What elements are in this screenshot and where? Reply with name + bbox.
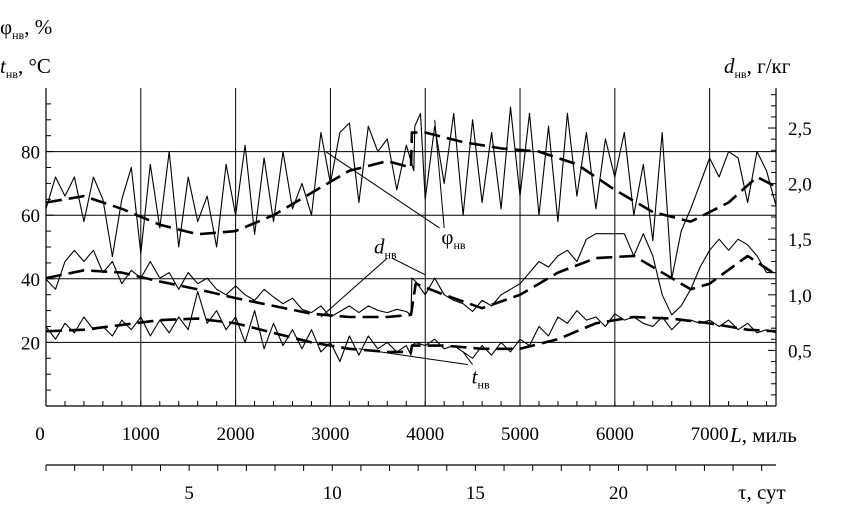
- x-tick-label: 0: [35, 424, 45, 445]
- y-right-tick-label: 1,5: [788, 230, 812, 251]
- time-tick-label: 5: [184, 483, 194, 504]
- x-tick-label: 2000: [217, 424, 255, 445]
- y-right-tick-label: 2,0: [788, 175, 812, 196]
- phi-series-trend: [45, 131, 777, 236]
- x-tick-label: 4000: [406, 424, 444, 445]
- y-right-tick-label: 1,0: [788, 286, 812, 307]
- x-tick-label: 7000: [691, 424, 729, 445]
- t-series-trend: [45, 315, 777, 354]
- phi-leader-line: [325, 151, 440, 229]
- y-left-tick-label: 80: [21, 143, 40, 164]
- x-tick-label: 6000: [596, 424, 634, 445]
- y-right-tick-label: 2,5: [788, 119, 812, 140]
- d-series-measured: [45, 233, 776, 318]
- annotations: φнв dнв tнв: [320, 119, 490, 392]
- y-left-title-t: tнв, °C: [0, 54, 51, 81]
- x-tick-label: 1000: [122, 424, 160, 445]
- x-tick-label: 5000: [501, 424, 539, 445]
- time-tick-label: 15: [466, 483, 485, 504]
- y-left-tick-label: 60: [21, 206, 40, 227]
- d-series-trend: [45, 254, 777, 319]
- d-leader-line: [391, 257, 426, 276]
- tnv-leader-line: [462, 351, 474, 365]
- y-left-tick-label: 20: [21, 333, 40, 354]
- time-tick-label: 20: [609, 483, 628, 504]
- time-tick-label: 10: [323, 483, 342, 504]
- tnv-annotation: tнв: [472, 365, 490, 392]
- series-group: [45, 106, 777, 363]
- tnv-leader-line: [358, 348, 468, 366]
- y-left-title-phi: φнв, %: [0, 15, 52, 42]
- x-tick-label: 3000: [311, 424, 349, 445]
- phi-annotation: φнв: [441, 225, 466, 252]
- phi-series-measured: [45, 106, 777, 280]
- y-right-tick-label: 0,5: [788, 341, 812, 362]
- axes: 20 40 60 80 0,5 1,0 1,5 2,0 2,5 0 1000 2000 3000 4000…: [21, 88, 812, 504]
- phi-leader-line: [434, 119, 445, 228]
- d-leader-line: [320, 257, 388, 318]
- d-annotation: dнв: [374, 235, 397, 262]
- y-right-title-d: dнв, г/кг: [724, 54, 791, 81]
- time-axis-title: τ, сут: [738, 480, 786, 504]
- y-left-tick-label: 40: [21, 270, 40, 291]
- x-axis-title: L, миль: [729, 423, 797, 447]
- grid: [46, 88, 776, 406]
